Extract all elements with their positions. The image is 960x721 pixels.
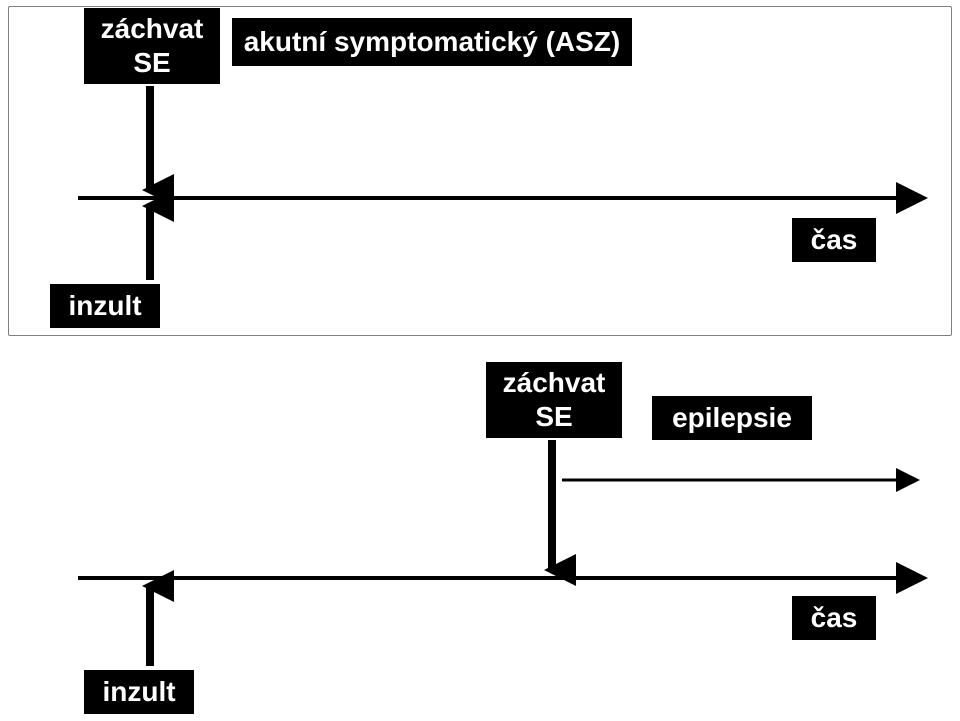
upper-cas-label: čas xyxy=(792,218,876,262)
lower-cas-label: čas xyxy=(792,596,876,640)
upper-inzult-label: inzult xyxy=(50,284,160,328)
lower-inzult-label: inzult xyxy=(84,670,194,714)
upper-asz-label: akutní symptomatický (ASZ) xyxy=(232,18,632,66)
upper-zachvat-label: záchvat SE xyxy=(84,8,220,84)
lower-epilepsie-label: epilepsie xyxy=(652,396,812,440)
lower-zachvat-label: záchvat SE xyxy=(486,362,622,438)
